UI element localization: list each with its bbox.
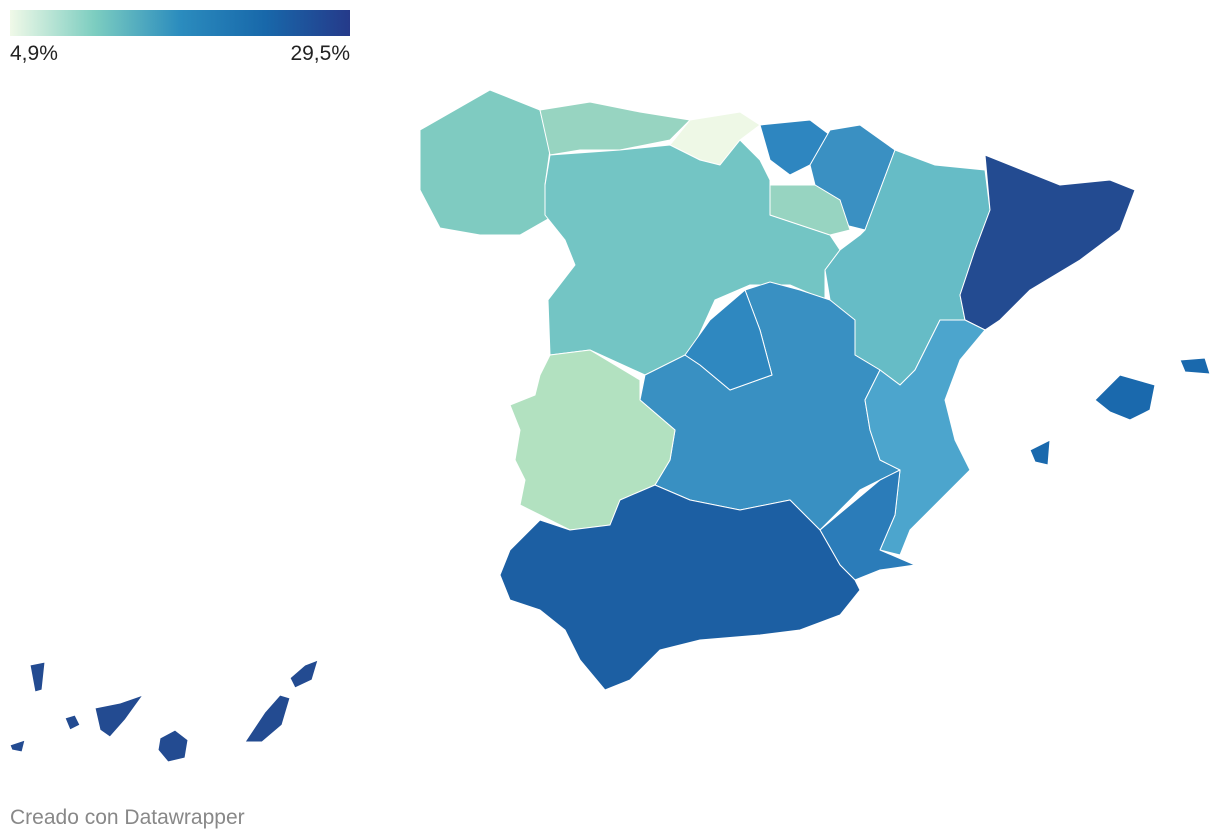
region	[1094, 374, 1156, 421]
region	[244, 694, 291, 743]
region	[864, 319, 986, 556]
region	[959, 154, 1136, 331]
region	[684, 289, 773, 391]
legend-max-label: 29,5%	[290, 42, 350, 65]
region	[64, 714, 81, 731]
region	[289, 659, 319, 689]
legend-min-label: 4,9%	[10, 42, 58, 65]
region	[499, 484, 861, 691]
footer: Creado con Datawrapper	[10, 806, 245, 829]
region	[1179, 357, 1211, 375]
region	[539, 101, 691, 156]
region	[9, 739, 26, 753]
region	[94, 694, 144, 738]
regions	[9, 89, 1211, 763]
region	[1029, 439, 1051, 466]
legend-gradient	[10, 10, 350, 36]
region	[819, 469, 916, 581]
region	[809, 124, 896, 231]
region	[769, 184, 851, 236]
region	[419, 89, 556, 236]
region	[157, 729, 189, 763]
region	[29, 661, 46, 693]
